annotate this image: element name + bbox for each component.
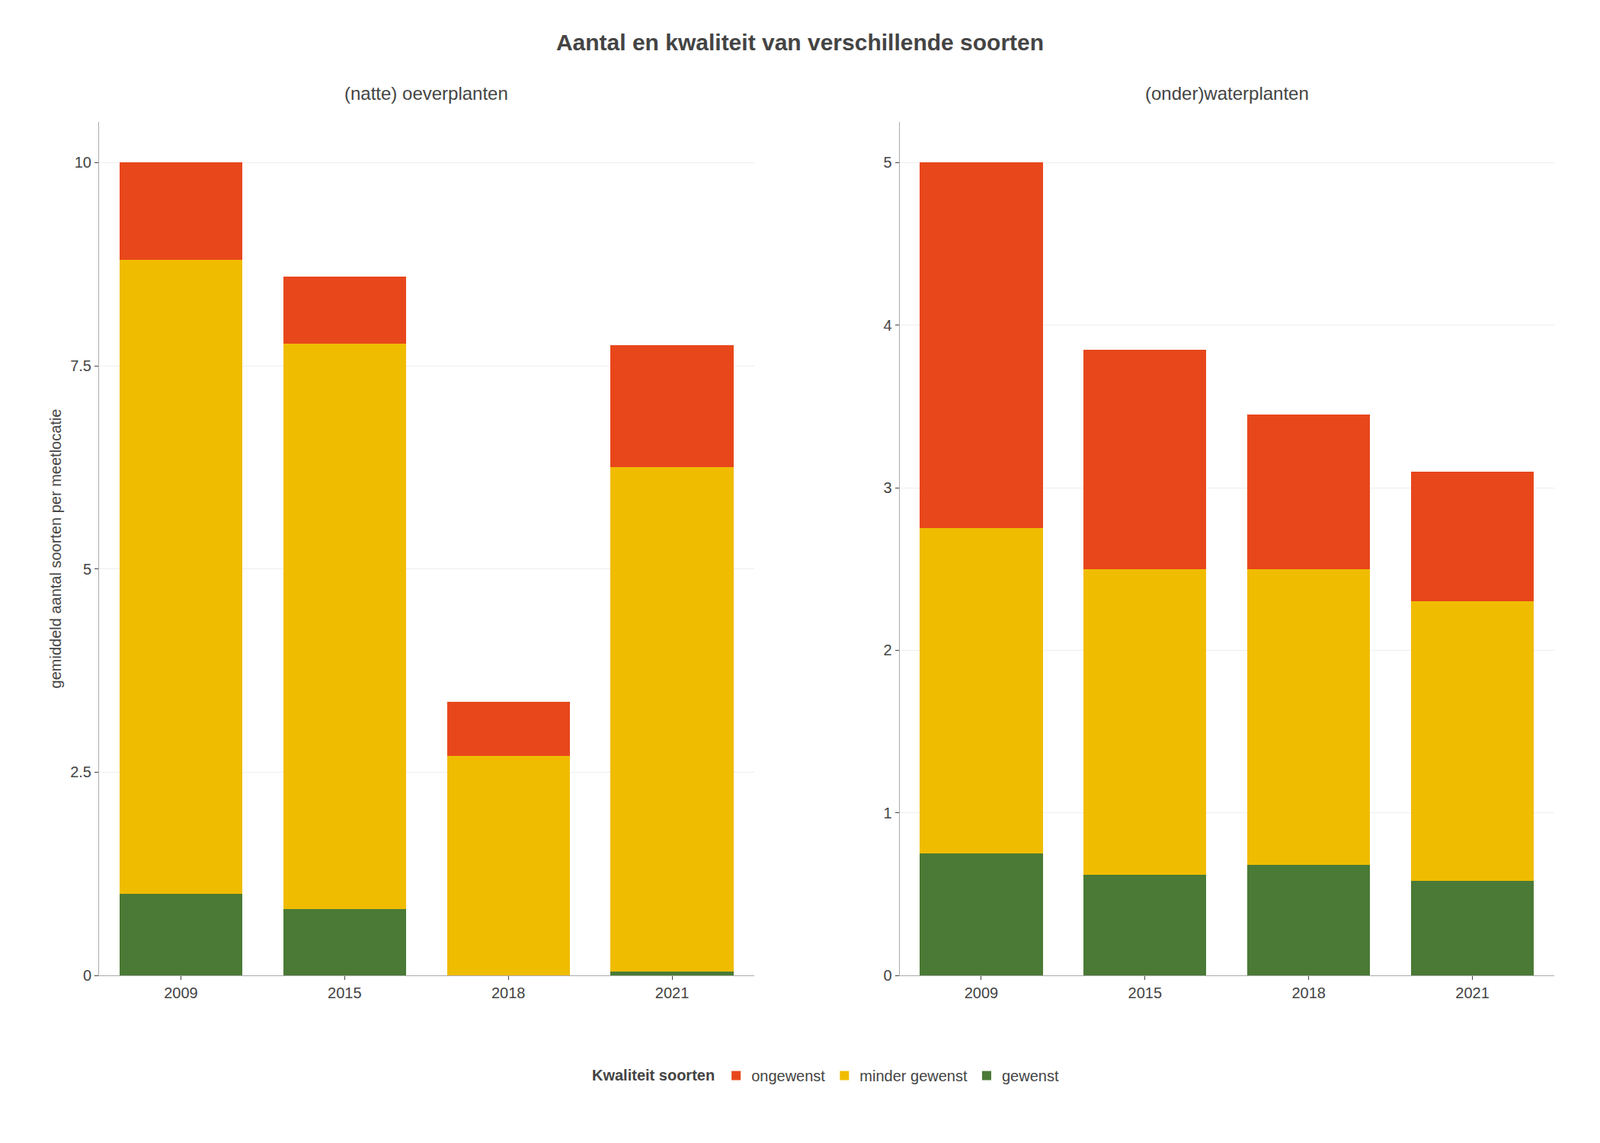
svg-text:7.5: 7.5 xyxy=(70,357,92,375)
svg-text:2: 2 xyxy=(883,641,892,659)
svg-text:2021: 2021 xyxy=(655,984,690,1002)
svg-text:2015: 2015 xyxy=(327,984,362,1002)
svg-text:3: 3 xyxy=(883,479,892,496)
svg-text:4: 4 xyxy=(883,316,892,334)
svg-text:2015: 2015 xyxy=(1128,984,1163,1002)
svg-text:gewenst: gewenst xyxy=(1001,1067,1060,1085)
svg-text:minder gewenst: minder gewenst xyxy=(859,1067,968,1085)
svg-text:0: 0 xyxy=(883,966,892,984)
svg-text:1: 1 xyxy=(883,804,892,822)
svg-text:10: 10 xyxy=(74,153,92,171)
svg-text:2021: 2021 xyxy=(1455,984,1490,1002)
svg-text:ongewenst: ongewenst xyxy=(751,1067,826,1085)
svg-text:5: 5 xyxy=(83,560,92,578)
svg-text:(natte) oeverplanten: (natte) oeverplanten xyxy=(344,83,509,104)
svg-text:Kwaliteit soorten: Kwaliteit soorten xyxy=(592,1066,715,1084)
svg-text:0: 0 xyxy=(83,966,92,984)
svg-text:2.5: 2.5 xyxy=(70,763,92,781)
svg-text:(onder)waterplanten: (onder)waterplanten xyxy=(1145,83,1309,104)
svg-text:5: 5 xyxy=(883,153,892,171)
svg-text:gemiddeld aantal soorten per m: gemiddeld aantal soorten per meetlocatie xyxy=(47,409,64,689)
svg-text:2018: 2018 xyxy=(1291,984,1326,1002)
svg-text:Aantal en kwaliteit van versch: Aantal en kwaliteit van verschillende so… xyxy=(556,29,1044,55)
svg-text:2009: 2009 xyxy=(964,984,999,1002)
svg-text:2018: 2018 xyxy=(491,984,526,1002)
svg-text:2009: 2009 xyxy=(163,984,199,1002)
